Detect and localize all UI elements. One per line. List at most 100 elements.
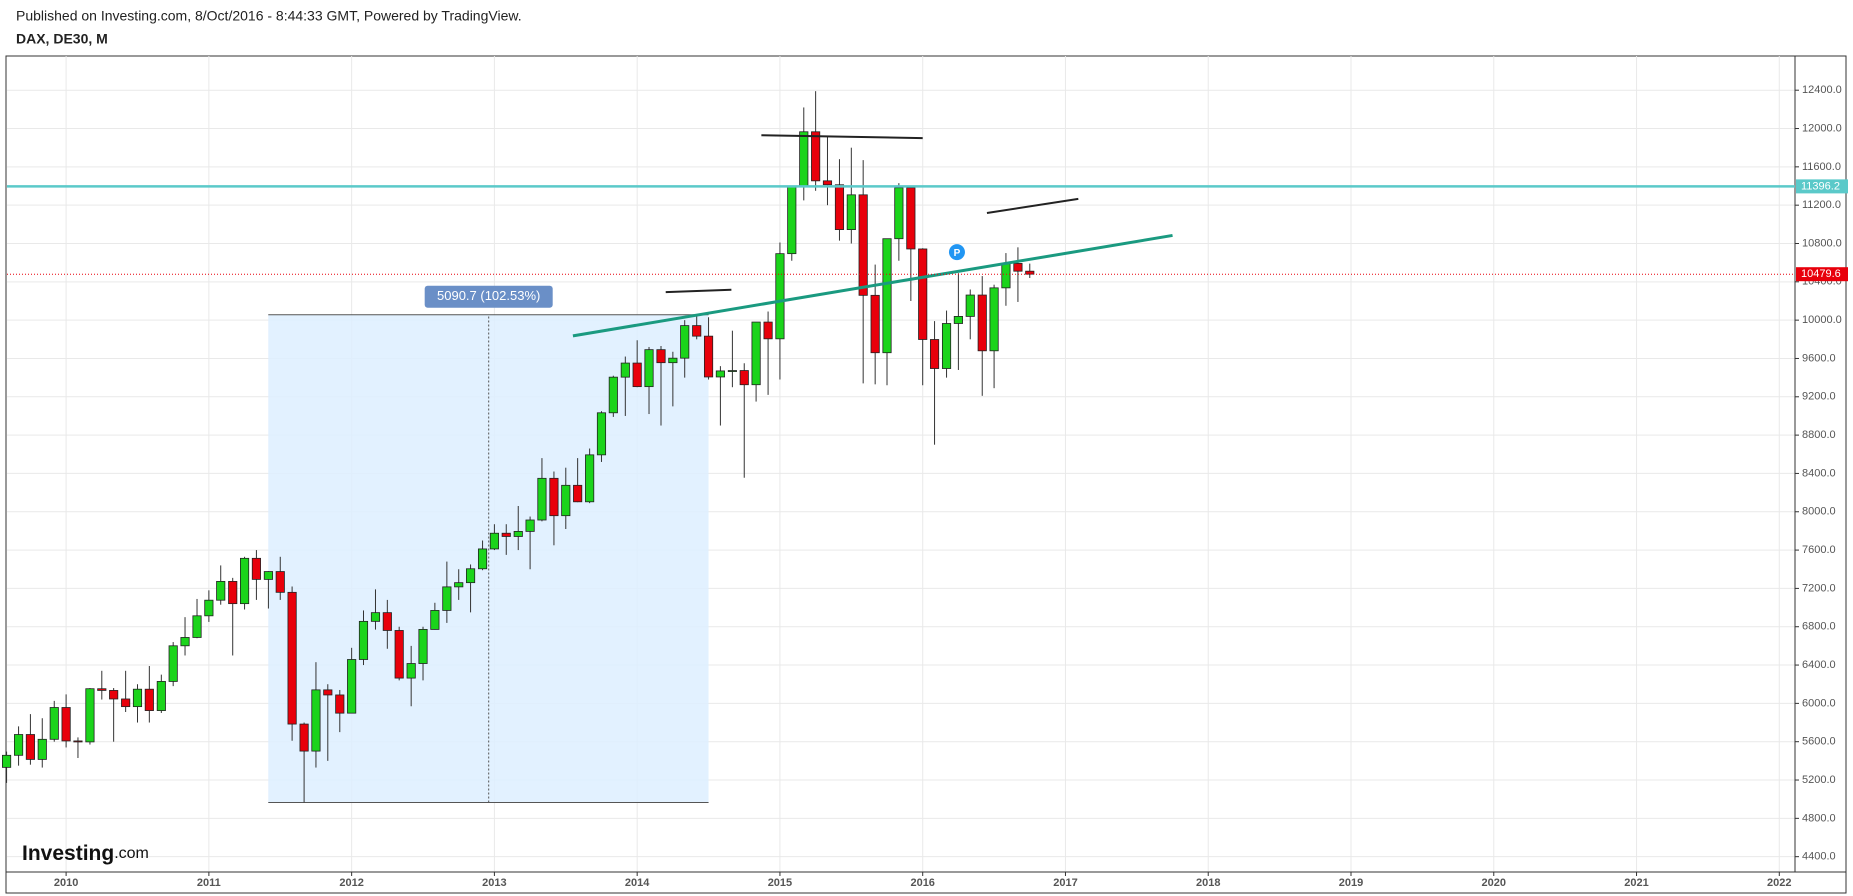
trend-line	[572, 233, 1173, 338]
candle-body	[811, 131, 821, 182]
y-tick-label: 6000.0	[1802, 697, 1836, 709]
candle-body	[168, 645, 178, 682]
candle-body	[25, 734, 35, 760]
price-label: 11396.2	[1801, 180, 1840, 192]
candle-body	[2, 754, 12, 768]
candle-body	[477, 548, 488, 570]
candle-body	[73, 740, 83, 743]
candle-body	[799, 131, 809, 187]
candle-body	[941, 323, 952, 369]
price-label: 10479.6	[1801, 268, 1841, 280]
candle-body	[929, 339, 940, 369]
candle-body	[882, 238, 892, 354]
candle-body	[109, 690, 119, 700]
candle-body	[454, 582, 464, 588]
candle-body	[727, 370, 737, 372]
candle-body	[239, 557, 250, 605]
candle-body	[644, 349, 654, 388]
candle-body	[1025, 270, 1035, 275]
price-label-box	[1796, 179, 1848, 194]
trend-line	[761, 134, 923, 140]
measure-label-box	[424, 285, 553, 308]
y-tick-label: 11200.0	[1802, 199, 1841, 211]
logo-suffix: .com	[114, 845, 149, 862]
candle-body	[263, 571, 273, 580]
candle-body	[620, 362, 630, 378]
candle-body	[870, 294, 880, 354]
candle-body	[918, 248, 928, 340]
x-tick-label: 2014	[625, 877, 650, 889]
candle-body	[287, 591, 297, 725]
candle-body	[846, 194, 856, 231]
candle-body	[680, 325, 690, 359]
candle-body	[573, 484, 583, 503]
x-tick-label: 2010	[54, 877, 78, 889]
event-marker	[948, 244, 965, 261]
candle-body	[668, 357, 678, 364]
candle-body	[894, 187, 904, 240]
candle-body	[775, 253, 785, 340]
candle-body	[525, 519, 535, 532]
candle-body	[216, 581, 226, 601]
candle-body	[311, 689, 321, 752]
candle-body	[156, 681, 166, 711]
candle-body	[858, 194, 868, 296]
candle-body	[1013, 263, 1023, 272]
candle-body	[37, 738, 47, 760]
candle-body	[418, 629, 428, 664]
candle-body	[1001, 263, 1011, 289]
candle-body	[513, 531, 523, 537]
y-tick-label: 7600.0	[1802, 544, 1836, 556]
candle-body	[192, 615, 202, 638]
logo: Investing.com	[22, 842, 149, 865]
x-tick-label: 2012	[339, 877, 363, 889]
candle-body	[965, 294, 975, 317]
candle-body	[85, 688, 95, 743]
candle-body	[132, 688, 143, 708]
candle-body	[382, 612, 392, 631]
candle-body	[465, 568, 476, 584]
y-tick-label: 6800.0	[1802, 621, 1836, 633]
candle-body	[561, 484, 571, 517]
x-tick-label: 2018	[1196, 877, 1220, 889]
y-tick-label: 8800.0	[1802, 429, 1836, 441]
price-label-box	[1796, 267, 1848, 282]
candle-body	[489, 532, 499, 550]
candle-body	[549, 477, 559, 517]
candle-body	[228, 581, 238, 605]
published-note: Published on Investing.com, 8/Oct/2016 -…	[16, 8, 522, 24]
candle-body	[49, 707, 59, 740]
candle-body	[97, 688, 107, 691]
candle-body	[608, 376, 618, 414]
candle-body	[632, 362, 642, 388]
x-tick-label: 2017	[1053, 877, 1077, 889]
candle-body	[335, 694, 345, 714]
logo-brand: Investing	[22, 842, 114, 865]
candle-body	[275, 571, 285, 593]
candle-body	[204, 599, 214, 617]
y-tick-label: 12400.0	[1802, 84, 1842, 96]
candle-body	[906, 187, 916, 250]
candle-body	[442, 586, 452, 611]
candle-body	[585, 454, 595, 503]
y-tick-label: 8400.0	[1802, 467, 1836, 479]
candle-body	[121, 698, 131, 708]
y-tick-label: 10000.0	[1802, 314, 1842, 326]
candle-body	[406, 663, 416, 679]
frame	[5, 55, 1847, 894]
candle-body	[596, 412, 607, 456]
event-marker-label: P	[954, 248, 961, 259]
candle-body	[989, 287, 999, 352]
candle-body	[299, 723, 309, 752]
y-tick-label: 7200.0	[1802, 582, 1836, 594]
candle-body	[834, 184, 845, 231]
y-tick-label: 8000.0	[1802, 506, 1836, 518]
candle-body	[430, 610, 440, 630]
candle-body	[656, 349, 666, 364]
candle-body	[703, 335, 714, 378]
candle-body	[977, 294, 987, 352]
candle-body	[787, 185, 797, 255]
y-tick-label: 9200.0	[1802, 391, 1836, 403]
